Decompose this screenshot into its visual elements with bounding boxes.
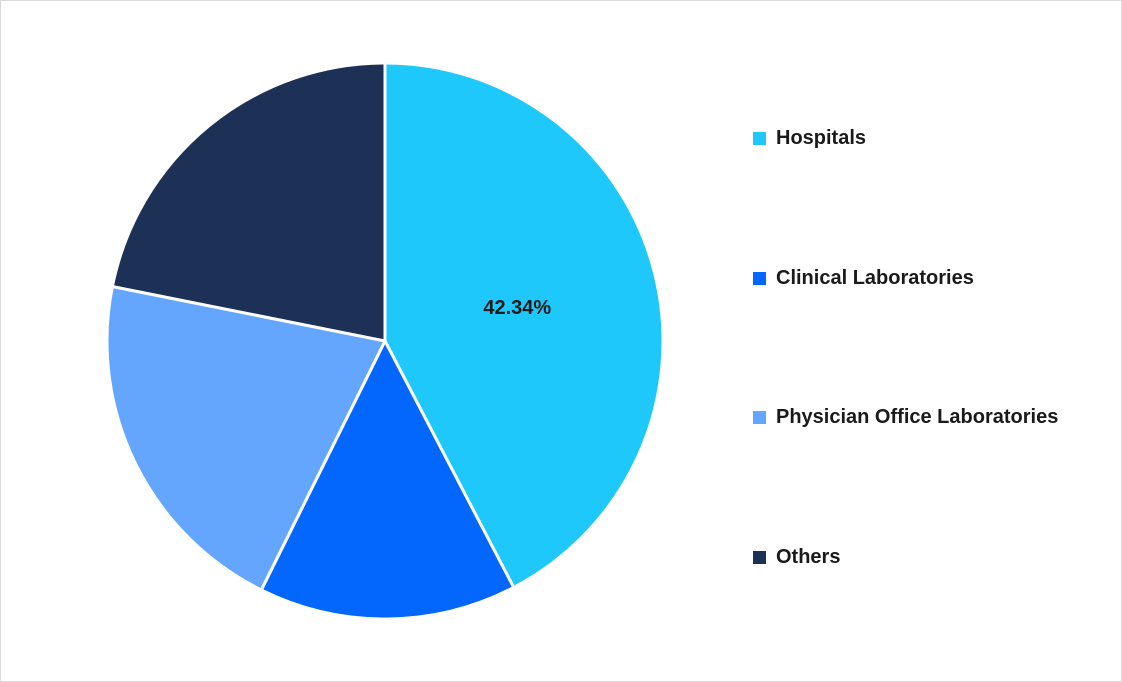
legend-label-physician-office-laboratories: Physician Office Laboratories [776,406,1059,428]
legend-item-others: Others [753,541,1058,574]
legend-label-others: Others [776,545,841,568]
legend-swatch-others [753,550,766,564]
pie-data-labels: 42.34% [483,297,551,319]
data-label-hospitals: 42.34% [483,297,551,319]
pie-slice-hospitals [383,61,665,589]
legend-item-hospitals: Hospitals [753,122,1058,155]
legend-swatch-clinical-laboratories [753,271,766,285]
legend-label-clinical-laboratories: Clinical Laboratories [776,266,974,289]
legend-swatch-physician-office-laboratories [753,411,766,424]
legend-label-hospitals: Hospitals [776,127,867,149]
pie-slices [105,61,665,621]
pie-slice-others [110,61,387,343]
legend-swatch-hospitals [753,132,766,145]
legend-item-clinical-laboratories: Clinical Laboratories [753,262,1058,295]
legend-item-physician-office-laboratories: Physician Office Laboratories [753,401,1058,434]
pie-slice-physician-office-laboratories [105,285,387,592]
pie-slice-clinical-laboratories [259,339,516,621]
legend: Hospitals Clinical Laboratories Physicia… [753,122,1058,574]
